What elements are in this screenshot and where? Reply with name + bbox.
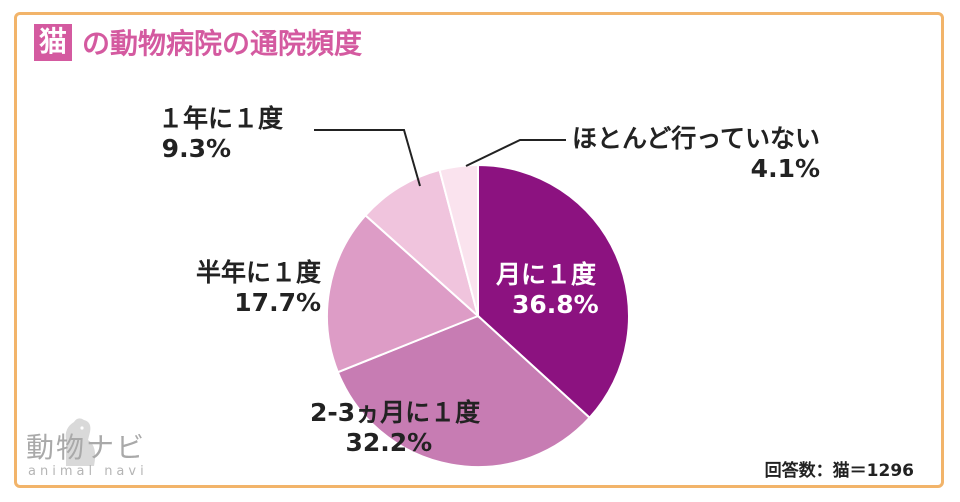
title-text: の動物病院の通院頻度 [82, 27, 363, 60]
slice-label-monthly: 月に１度 36.8% [496, 260, 599, 319]
dog-cat-logo-icon [65, 418, 96, 466]
pie-slice-yearly [364, 168, 480, 319]
slice-label-yearly: １年に１度 9.3% [158, 104, 284, 163]
title-badge: 猫 [34, 23, 73, 61]
slice-label-rarely: ほとんど行っていない 4.1% [572, 124, 821, 183]
sample-size-note: 回答数：猫＝1296 [764, 461, 914, 481]
pie-slice-monthly [477, 163, 630, 420]
page-title: 猫 の動物病院の通院頻度 [34, 22, 362, 62]
slice-label-2-3-months: 2-3ヵ月に１度 32.2% [310, 398, 481, 457]
pie-slice-rarely [438, 163, 479, 317]
leader-line-rarely [465, 139, 566, 167]
slice-label-half-year: 半年に１度 17.7% [196, 258, 322, 317]
pie-slice-2-3-months [336, 314, 592, 468]
brand-logo: 動物ナビ animal navi [22, 410, 182, 490]
leader-line-yearly [314, 129, 421, 187]
pie-slice-half-year [326, 213, 480, 374]
